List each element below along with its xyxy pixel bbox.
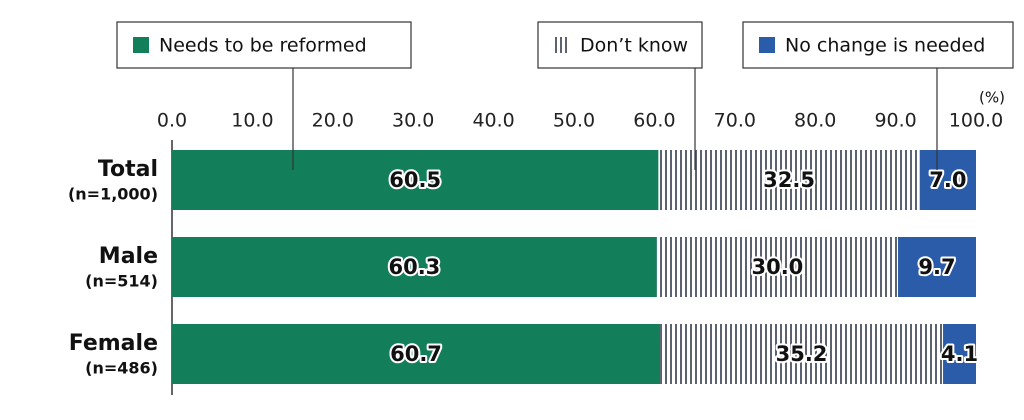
category-note: (n=1,000) <box>68 185 158 204</box>
legend-label: Needs to be reformed <box>159 35 367 57</box>
legend-label: Don’t know <box>580 35 688 57</box>
x-tick-label: 80.0 <box>794 110 836 132</box>
value-label: 7.0 <box>929 168 966 192</box>
unit-label: (%) <box>979 89 1005 107</box>
bar-segment <box>943 324 976 384</box>
value-label: 60.5 <box>389 168 441 192</box>
legend-swatch <box>133 37 149 53</box>
category-label: Male <box>99 244 158 269</box>
bar-segment <box>172 237 657 297</box>
value-label: 32.5 <box>763 168 815 192</box>
x-tick-label: 50.0 <box>553 110 595 132</box>
bar-segment <box>898 237 976 297</box>
category-label: Total <box>98 157 158 182</box>
x-tick-label: 10.0 <box>231 110 273 132</box>
value-label: 30.0 <box>751 255 803 279</box>
bar-segment <box>658 150 920 210</box>
category-note: (n=514) <box>85 272 158 291</box>
legend-swatch <box>759 37 775 53</box>
x-tick-label: 60.0 <box>633 110 675 132</box>
value-label: 60.3 <box>388 255 440 279</box>
value-label: 60.7 <box>390 342 442 366</box>
value-label: 9.7 <box>918 255 955 279</box>
legend-box <box>116 21 412 69</box>
bar-segment <box>919 150 976 210</box>
legend-label: No change is needed <box>785 35 985 57</box>
value-label: 4.1 <box>941 342 978 366</box>
bar-segment <box>172 150 659 210</box>
legend-box <box>742 21 1014 69</box>
legend-swatch <box>554 37 570 53</box>
category-label: Female <box>69 331 158 356</box>
x-tick-label: 30.0 <box>392 110 434 132</box>
bar-segment <box>660 324 944 384</box>
x-tick-label: 20.0 <box>312 110 354 132</box>
bar-segment <box>172 324 661 384</box>
x-tick-label: 90.0 <box>874 110 916 132</box>
category-note: (n=486) <box>85 359 158 378</box>
bar-segment <box>656 237 899 297</box>
x-tick-label: 100.0 <box>949 110 1003 132</box>
x-tick-label: 0.0 <box>157 110 187 132</box>
value-label: 35.2 <box>776 342 828 366</box>
x-tick-label: 70.0 <box>714 110 756 132</box>
x-tick-label: 40.0 <box>472 110 514 132</box>
